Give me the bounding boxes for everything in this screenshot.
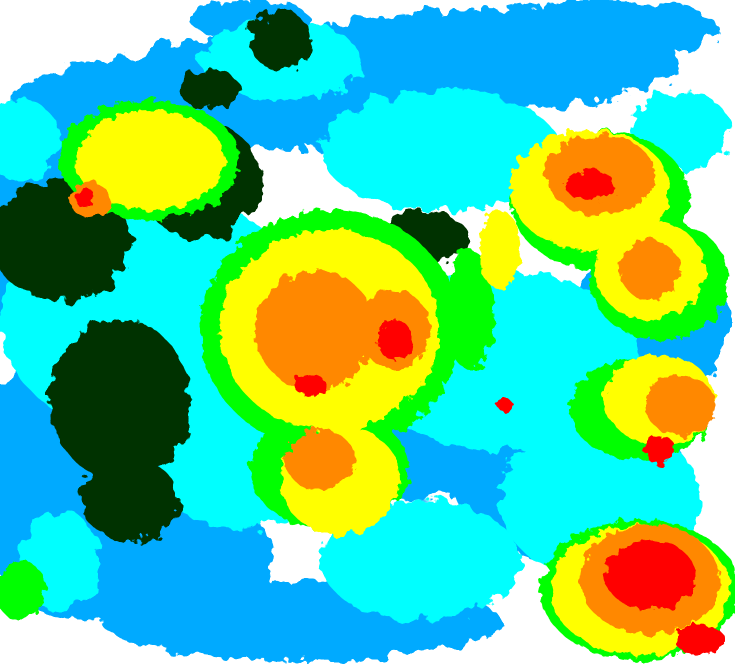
precipitation-cell xyxy=(320,500,520,620)
precipitation-cell xyxy=(250,10,310,70)
precipitation-cell xyxy=(645,435,675,465)
precipitation-cell xyxy=(645,375,715,435)
precipitation-cell xyxy=(480,0,720,60)
precipitation-cell xyxy=(295,373,325,397)
precipitation-cell xyxy=(285,430,355,490)
precipitation-cell xyxy=(498,398,512,412)
precipitation-cell xyxy=(50,320,190,480)
precipitation-cell xyxy=(75,188,95,208)
precipitation-cell xyxy=(377,320,413,360)
precipitation-cell xyxy=(620,240,680,300)
precipitation-cell xyxy=(320,90,560,210)
precipitation-cell xyxy=(480,210,520,290)
red-intensity-layer xyxy=(75,170,725,655)
precipitation-cell xyxy=(75,110,225,210)
precipitation-cell xyxy=(565,170,615,200)
precipitation-cell xyxy=(605,540,695,610)
dark-green-intensity-layer xyxy=(0,10,470,540)
precipitation-cell xyxy=(80,460,180,540)
precipitation-cell xyxy=(0,100,60,180)
precipitation-cell xyxy=(675,625,725,655)
precipitation-cell xyxy=(0,560,45,620)
precipitation-cell xyxy=(180,70,240,110)
precipitation-cell xyxy=(445,250,495,370)
precipitation-cell xyxy=(255,270,375,390)
